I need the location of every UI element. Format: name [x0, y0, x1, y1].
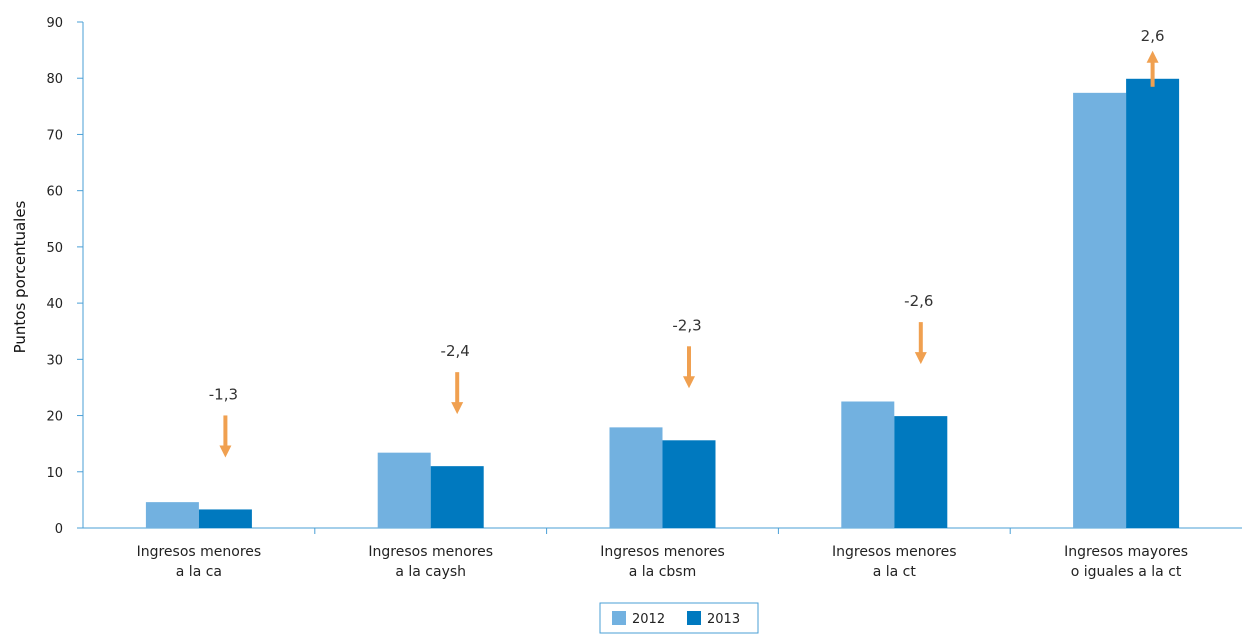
- legend-label: 2012: [632, 612, 665, 627]
- annotations: -1,3 -2,4 -2,3 -2,6 2,6: [209, 27, 1165, 458]
- x-tick-label: Ingresos mayores: [1064, 544, 1188, 560]
- bar-2012: [145, 502, 199, 528]
- bars: [145, 78, 1180, 528]
- y-axis-label: Puntos porcentuales: [11, 200, 29, 353]
- bar-2012: [1073, 92, 1127, 528]
- change-label: 2,6: [1141, 27, 1165, 45]
- change-arrow-down-icon: [914, 352, 927, 365]
- x-tick-label: a la cbsm: [629, 564, 696, 580]
- y-tick-label: 0: [55, 522, 63, 537]
- legend: 2012 2013: [599, 602, 759, 634]
- bar-2012: [377, 452, 431, 528]
- y-tick-label: 10: [46, 466, 63, 481]
- legend-box: [599, 602, 759, 634]
- change-arrow-down-icon: [219, 445, 232, 458]
- y-tick-label: 60: [46, 185, 63, 200]
- x-tick-label: Ingresos menores: [137, 544, 262, 560]
- bar-2012: [841, 401, 895, 528]
- x-tick-label: a la ca: [176, 564, 222, 580]
- y-tick-label: 70: [46, 128, 63, 143]
- change-label: -2,6: [904, 292, 933, 310]
- x-tick-label: Ingresos menores: [832, 544, 957, 560]
- legend-swatch: [687, 611, 701, 625]
- x-tick-label: Ingresos menores: [600, 544, 725, 560]
- x-tick-label: Ingresos menores: [368, 544, 493, 560]
- change-label: -1,3: [209, 385, 238, 403]
- x-tick-label: a la caysh: [395, 564, 466, 580]
- bar-2013: [198, 509, 252, 528]
- y-tick-label: 80: [46, 72, 63, 87]
- axes: 0 10 20 30 40 50 60 70 80 90: [46, 16, 1242, 537]
- change-arrow-up-icon: [1146, 50, 1159, 63]
- bar-2012: [609, 427, 663, 528]
- change-label: -2,4: [441, 342, 470, 360]
- bar-2013: [894, 416, 948, 528]
- x-axis-labels: Ingresos menores a la ca Ingresos menores a…: [137, 544, 1188, 580]
- x-tick-label: a la ct: [873, 564, 917, 580]
- y-tick-label: 50: [46, 241, 63, 256]
- change-arrow-down-icon: [451, 402, 464, 415]
- y-tick-label: 40: [46, 297, 63, 312]
- legend-label: 2013: [707, 612, 740, 627]
- x-tick-label: o iguales a la ct: [1071, 564, 1182, 580]
- legend-swatch: [612, 611, 626, 625]
- bar-2013: [1126, 78, 1180, 528]
- y-tick-label: 90: [46, 16, 63, 31]
- bar-2013: [430, 466, 484, 528]
- y-tick-label: 30: [46, 353, 63, 368]
- change-arrow-down-icon: [683, 376, 695, 389]
- bar-2013: [662, 440, 716, 528]
- change-label: -2,3: [672, 316, 701, 334]
- y-tick-label: 20: [46, 410, 63, 425]
